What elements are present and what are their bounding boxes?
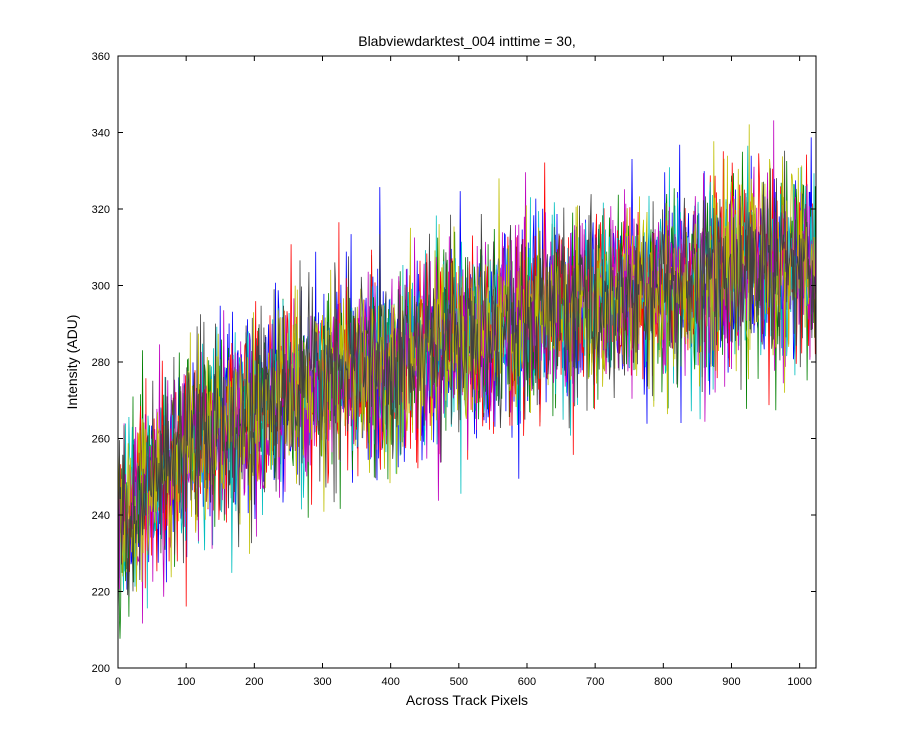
y-tick-label: 340 (92, 128, 110, 140)
x-tick-label: 200 (245, 676, 263, 688)
x-tick-label: 400 (381, 676, 399, 688)
y-tick-label: 260 (92, 434, 110, 446)
y-tick-label: 200 (92, 663, 110, 675)
x-tick-label: 100 (177, 676, 195, 688)
x-axis: 0 100 200 300 400 500 600 700 800 900 1000 (115, 56, 812, 688)
series-line-7 (118, 150, 816, 613)
y-tick-label: 220 (92, 587, 110, 599)
x-tick-label: 1000 (787, 676, 811, 688)
chart-title: Blabviewdarktest_004 inttime = 30, (358, 33, 576, 49)
y-tick-label: 280 (92, 357, 110, 369)
x-tick-label: 600 (518, 676, 536, 688)
y-tick-label: 320 (92, 204, 110, 216)
x-tick-label: 800 (654, 676, 672, 688)
x-tick-label: 900 (722, 676, 740, 688)
y-tick-label: 360 (92, 51, 110, 63)
y-tick-label: 300 (92, 281, 110, 293)
y-axis-title: Intensity (ADU) (64, 315, 80, 410)
x-axis-title: Across Track Pixels (406, 692, 528, 708)
y-axis: 200 220 240 260 280 300 320 340 360 (92, 51, 816, 675)
x-tick-label: 0 (115, 676, 121, 688)
x-tick-label: 300 (313, 676, 331, 688)
x-tick-label: 500 (450, 676, 468, 688)
y-tick-label: 240 (92, 510, 110, 522)
x-tick-label: 700 (586, 676, 604, 688)
plot-area (118, 120, 816, 639)
